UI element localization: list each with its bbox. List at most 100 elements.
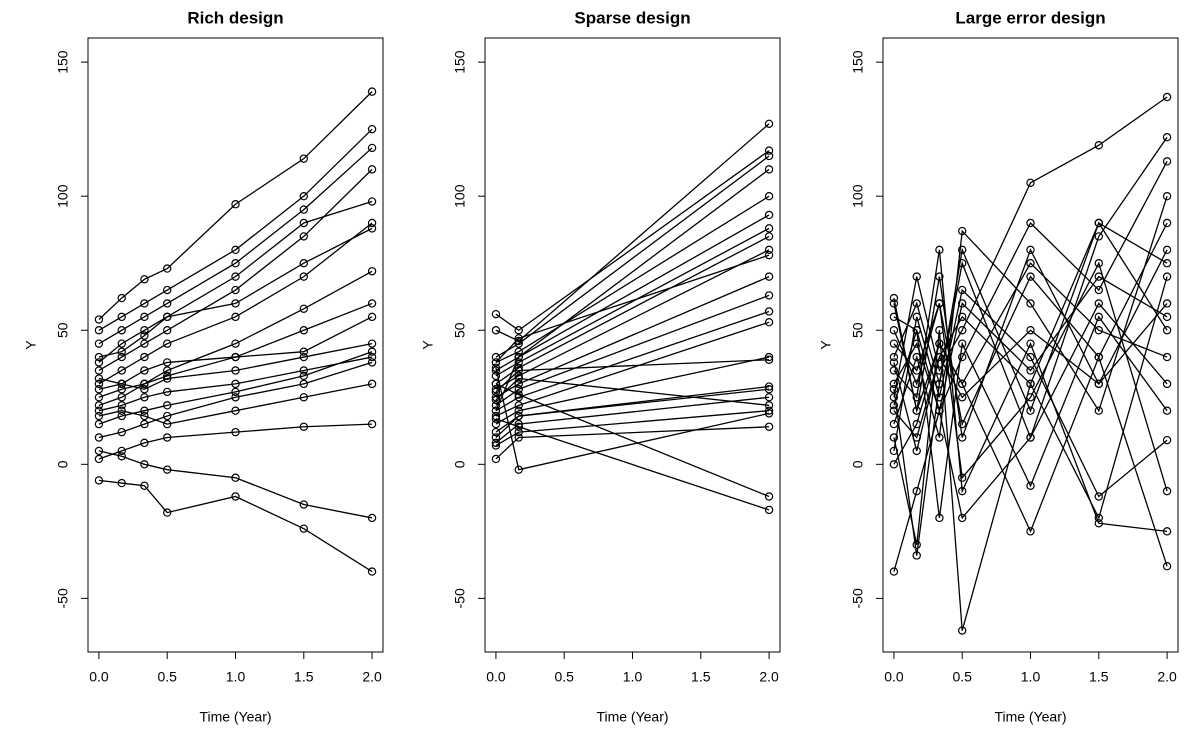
data-point [491, 352, 501, 362]
series-line [495, 383, 770, 498]
data-point [958, 379, 967, 389]
data-point [140, 438, 149, 448]
data-point [1162, 245, 1172, 255]
series-line [495, 418, 770, 511]
data-point [1162, 191, 1172, 201]
data-point [912, 272, 921, 281]
data-point [491, 395, 501, 405]
y-tick-label: 50 [55, 322, 71, 338]
data-point [491, 366, 501, 375]
data-point [117, 478, 126, 488]
data-point [912, 299, 921, 308]
data-point [94, 393, 104, 402]
data-point [299, 232, 308, 241]
data-point [491, 363, 501, 372]
series-line [893, 248, 1168, 438]
data-point [1026, 481, 1035, 490]
data-point [117, 379, 126, 389]
data-point [299, 366, 308, 375]
data-point [912, 406, 921, 415]
data-point [889, 366, 899, 375]
x-tick-label: 1.5 [691, 669, 711, 685]
series-line [893, 96, 1168, 398]
data-point [1094, 312, 1103, 322]
data-point [140, 352, 149, 362]
data-point [912, 551, 921, 560]
data-point [764, 272, 774, 281]
data-point [299, 304, 308, 314]
data-point [1162, 486, 1172, 496]
data-point [889, 339, 899, 348]
data-point [912, 446, 921, 456]
series-line [495, 254, 770, 363]
data-point [764, 232, 774, 241]
data-point [514, 385, 523, 394]
series-line [893, 195, 1168, 438]
data-point [163, 374, 172, 383]
data-point [367, 339, 377, 348]
x-tick-label: 0.5 [554, 669, 574, 685]
data-point [958, 473, 967, 482]
data-point [514, 371, 523, 381]
data-point [94, 433, 104, 442]
data-point [958, 419, 967, 429]
data-point [514, 334, 523, 343]
data-point [367, 419, 377, 429]
data-point [367, 124, 377, 134]
data-point [140, 411, 149, 421]
data-point [163, 299, 172, 308]
data-point [299, 352, 308, 362]
series-line [98, 270, 373, 406]
data-point [912, 540, 921, 549]
series-line [893, 261, 1168, 492]
data-point [94, 385, 104, 394]
data-point [1026, 259, 1035, 268]
data-point [889, 433, 899, 442]
series-line [495, 155, 770, 358]
series-line [98, 450, 373, 519]
data-point [117, 312, 126, 322]
data-point [231, 259, 240, 268]
series-line [98, 356, 373, 412]
x-tick-label: 1.0 [623, 669, 643, 685]
y-tick-label: 100 [850, 184, 866, 208]
data-point [491, 371, 501, 381]
y-tick-label: 100 [55, 184, 71, 208]
data-point [1094, 492, 1103, 501]
data-point [299, 154, 308, 163]
data-point [491, 401, 501, 410]
series-line [495, 426, 770, 460]
data-point [889, 385, 899, 394]
data-point [491, 441, 501, 450]
series-line [893, 136, 1168, 556]
data-point [163, 419, 172, 429]
series-line [893, 315, 1168, 519]
data-point [935, 339, 944, 348]
y-tick-label: 150 [452, 50, 468, 74]
series-line [98, 423, 373, 460]
data-point [958, 339, 967, 348]
data-point [764, 393, 774, 402]
data-point [1162, 312, 1172, 322]
data-point [367, 165, 377, 174]
data-point [299, 379, 308, 389]
data-point [94, 476, 104, 485]
data-point [1094, 406, 1103, 415]
data-point [764, 245, 774, 255]
data-point [1026, 178, 1035, 187]
data-point [1094, 379, 1103, 389]
x-tick-label: 2.0 [759, 669, 779, 685]
y-tick-label: 100 [452, 184, 468, 208]
data-point [163, 387, 172, 397]
data-point [1026, 339, 1035, 348]
y-tick-label: 0 [850, 460, 866, 468]
data-point [140, 460, 149, 469]
data-point [1026, 326, 1035, 335]
data-point [1026, 299, 1035, 308]
data-point [912, 366, 921, 375]
data-point [935, 245, 944, 255]
series-line [893, 302, 1168, 572]
data-point [163, 366, 172, 375]
data-point [1026, 527, 1035, 536]
